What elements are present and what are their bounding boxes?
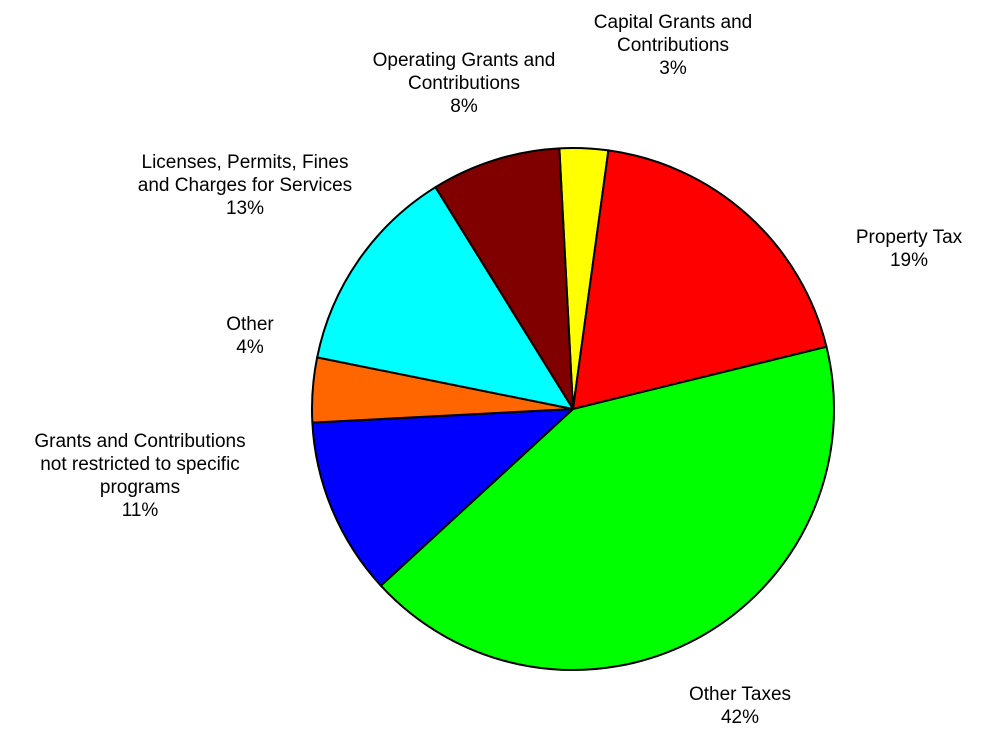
slice-percent-label: 4% [236,337,264,358]
slice-name-label: Property Tax [856,227,963,248]
slice-percent-label: 19% [890,250,928,271]
slice-name-label: Other [226,314,274,335]
slice-name-label: Contributions [408,73,520,94]
pie-slice-property-tax [572,149,828,410]
pie-slice-grants-and-contributions-not-restricted-to-specific-programs [311,408,574,587]
slice-label: Grants and Contributions not restricted t… [34,431,245,521]
slice-name-label: Capital Grants and [594,12,752,33]
slice-percent-label: 11% [122,500,159,521]
slice-name-label: Other Taxes [689,684,791,705]
pie-slice-operating-grants-and-contributions [434,147,574,410]
slice-name-label: Licenses, Permits, Fines [142,152,349,173]
slice-label: Other 4% [226,314,274,358]
pie-labels: Capital Grants and Contributions 3%Propert… [34,12,962,728]
slice-percent-label: 13% [226,198,264,219]
slice-label: Capital Grants and Contributions 3% [594,12,752,79]
slice-percent-label: 3% [659,58,687,79]
slice-label: Other Taxes 42% [689,684,791,728]
slice-percent-label: 42% [721,707,759,728]
slice-label: Operating Grants and Contributions 8% [373,50,556,117]
slice-percent-label: 8% [450,96,478,117]
pie-slice-other-taxes [379,345,835,671]
slice-name-label: Operating Grants and [373,50,556,71]
slice-name-label: and Charges for Services [138,175,352,196]
slice-name-label: Contributions [617,35,729,56]
slice-label: Licenses, Permits, Fines and Charges for … [138,152,352,219]
slice-label: Property Tax 19% [856,227,963,271]
pie-slice-licenses-permits-fines-and-charges-for-services [316,186,574,410]
slice-name-label: Grants and Contributions [34,431,245,452]
slice-name-label: not restricted to specific [40,454,240,475]
slice-name-label: programs [100,477,180,498]
pie-slices [311,147,835,671]
